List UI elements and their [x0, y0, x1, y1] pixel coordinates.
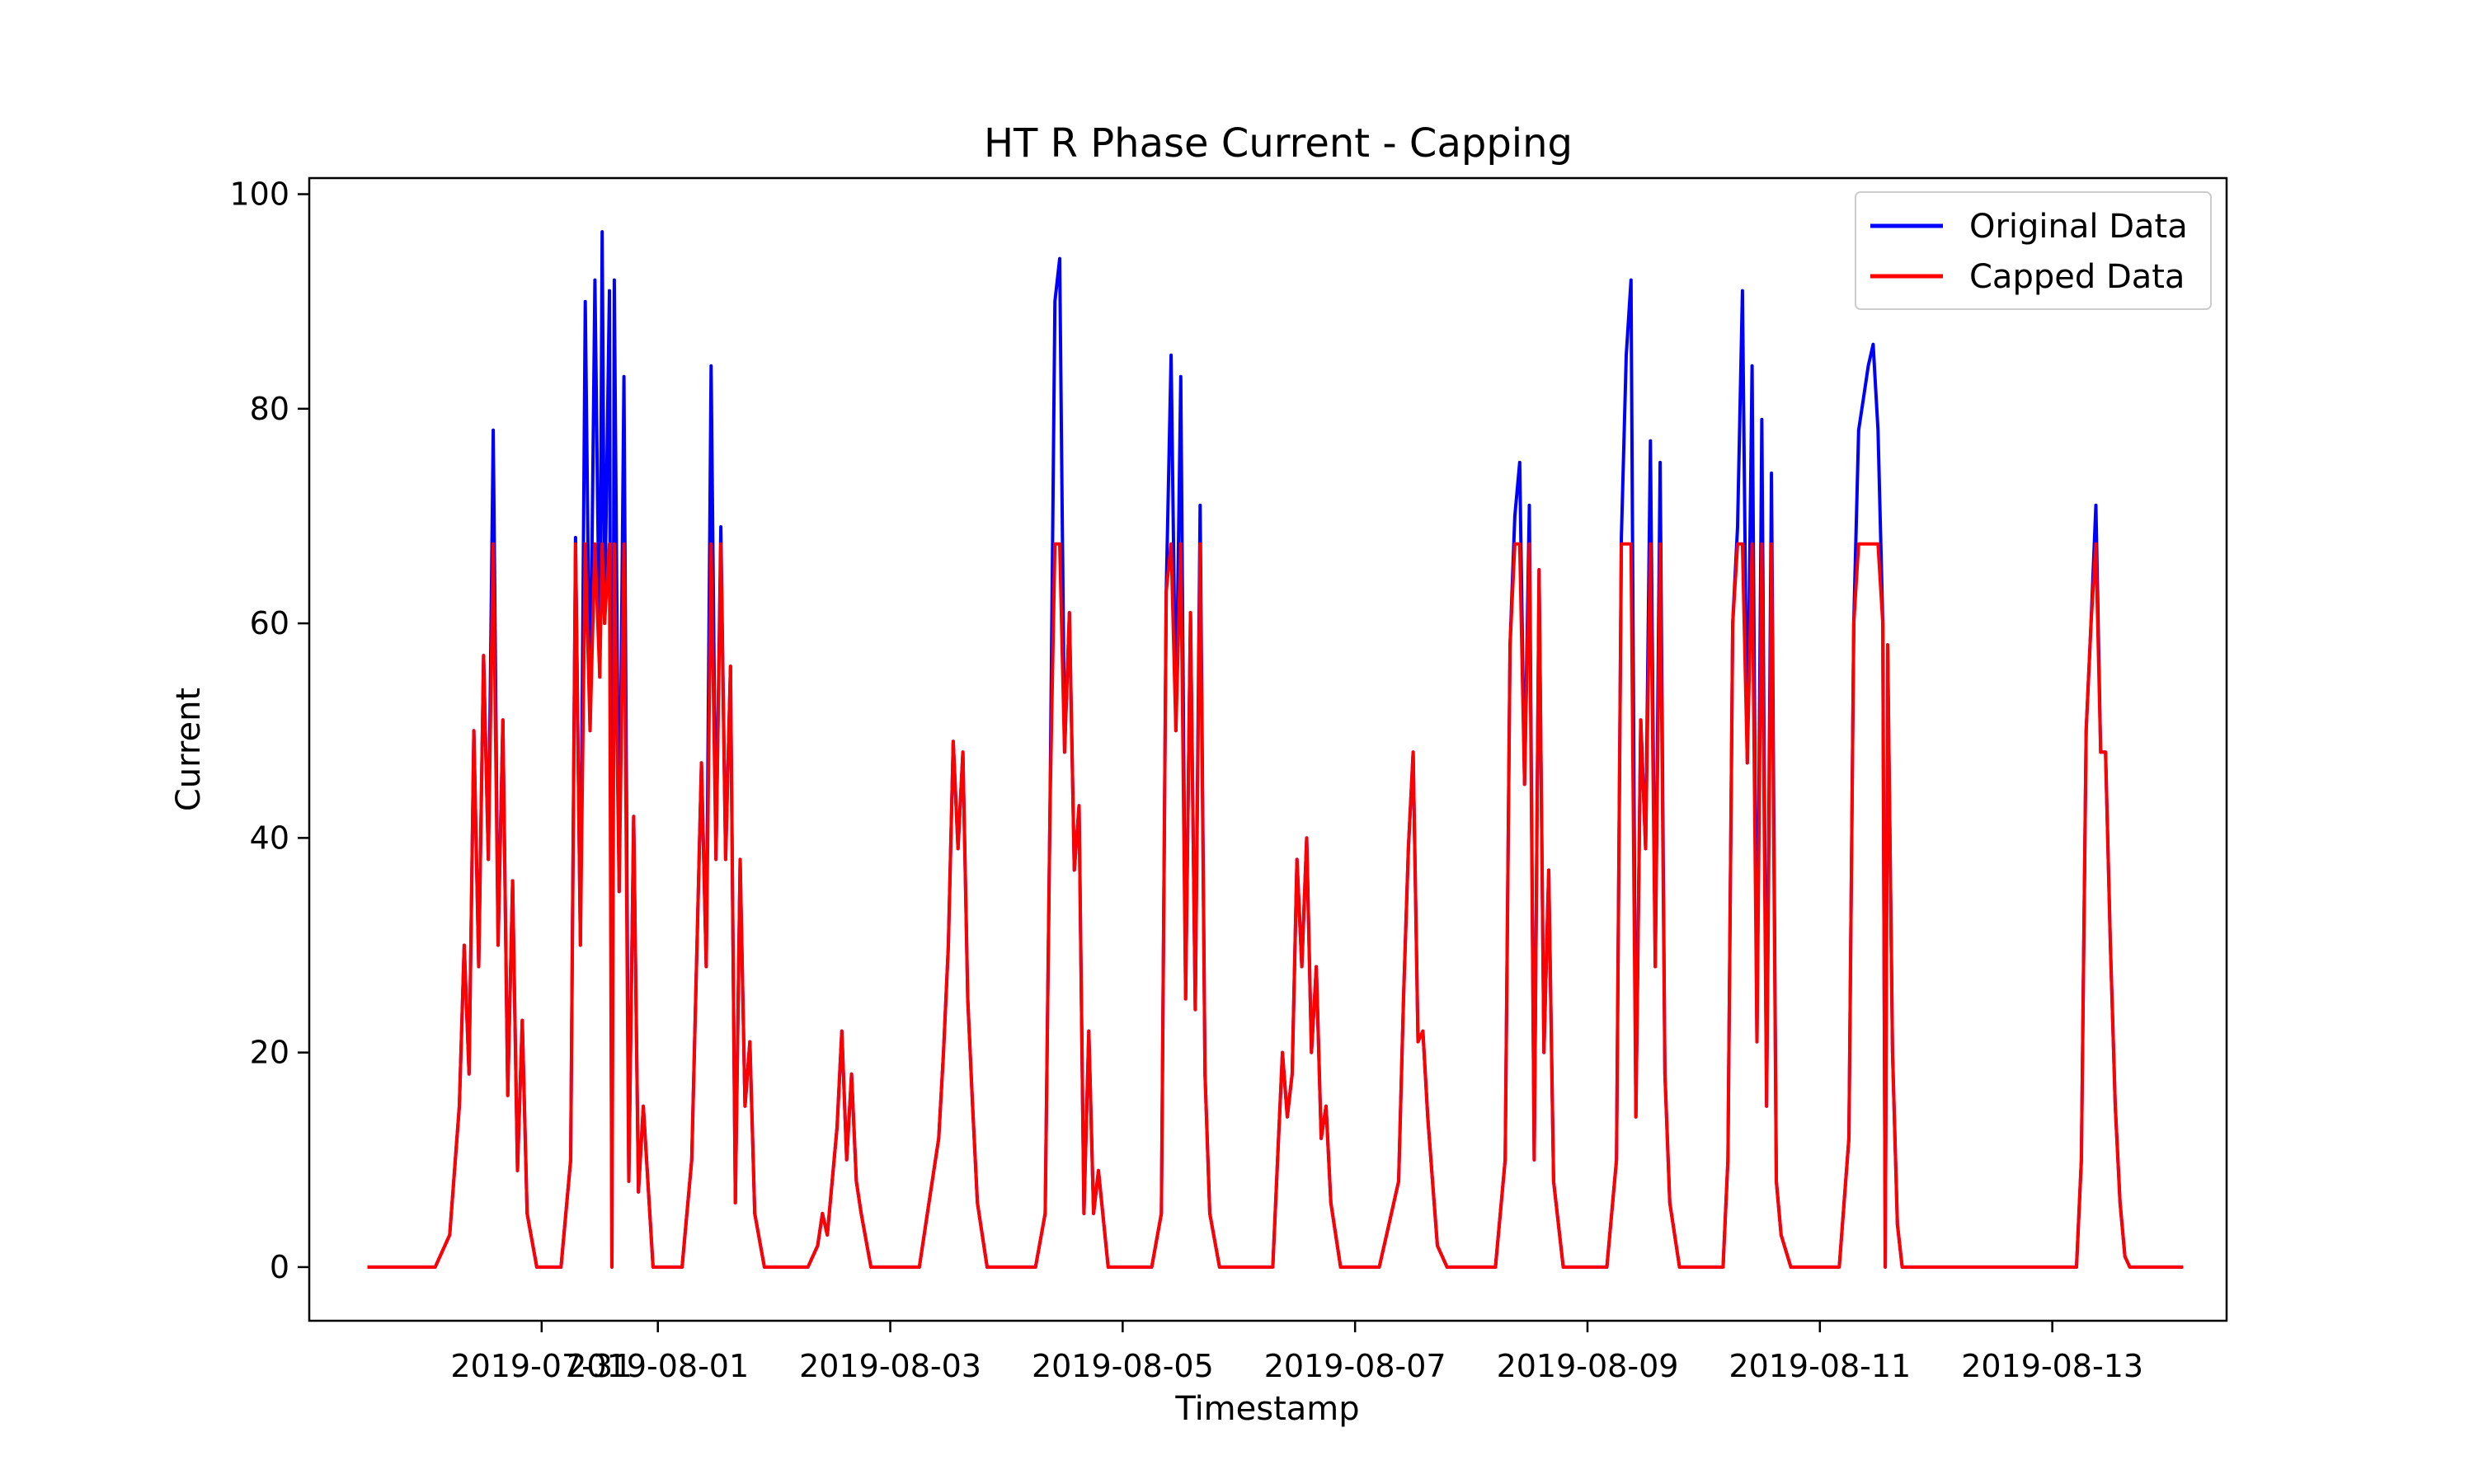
y-axis-label: Current [170, 688, 208, 811]
x-tick-label: 2019-08-11 [1729, 1348, 1911, 1384]
y-tick-label: 0 [270, 1249, 289, 1285]
x-axis-label: Timestamp [1174, 1390, 1359, 1428]
plot-frame [308, 176, 2228, 1322]
y-tick-label: 60 [250, 605, 289, 641]
x-tick-label: 2019-08-05 [1032, 1348, 1214, 1384]
y-axis: 0 20 40 60 80 100 [229, 176, 309, 1285]
x-tick-label: 2019-08-07 [1264, 1348, 1446, 1384]
series-line-capped-data [367, 542, 2184, 1269]
legend: Original Data Capped Data [1855, 191, 2212, 310]
plot-area [367, 230, 2184, 1269]
x-tick-label: 2019-08-13 [1961, 1348, 2143, 1384]
x-tick-label: 2019-07-31 [450, 1348, 633, 1384]
y-tick-label: 100 [229, 176, 289, 213]
y-tick-label: 80 [250, 391, 289, 427]
y-tick-label: 20 [250, 1035, 289, 1071]
chart-title: HT R Phase Current - Capping [984, 120, 1573, 167]
x-tick-label: 2019-08-03 [799, 1348, 981, 1384]
legend-label-original-data: Original Data [1969, 208, 2188, 246]
x-tick-label: 2019-08-09 [1497, 1348, 1679, 1384]
legend-label-capped-data: Capped Data [1969, 258, 2185, 296]
x-tick-label: 2019-08-01 [567, 1348, 749, 1384]
y-tick-label: 40 [250, 819, 289, 856]
legend-box [1855, 191, 2212, 310]
